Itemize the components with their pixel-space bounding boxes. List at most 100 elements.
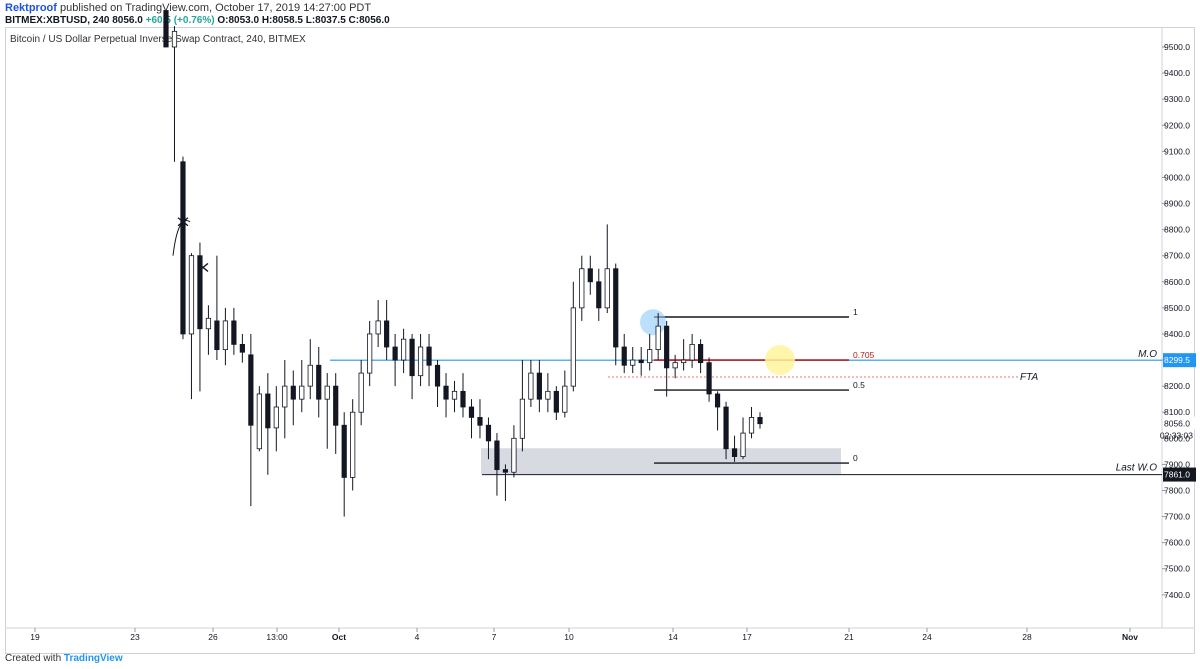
y-tick-label: 9300.0: [1164, 94, 1190, 104]
y-tick-label: 7900.0: [1164, 459, 1190, 469]
candle-body: [307, 364, 313, 387]
y-tick-label: 8700.0: [1164, 251, 1190, 261]
candle-body: [494, 440, 500, 471]
candle-body: [714, 393, 721, 408]
candle-body: [205, 317, 212, 330]
candle-body: [460, 390, 466, 408]
candle-body: [638, 359, 644, 364]
x-axis: 19 23 26 13:00 Oct 4 7 10 14 17 21 24 28 Nov: [30, 628, 1138, 642]
fta-annotation: FTA: [1020, 372, 1038, 383]
candle-body: [265, 393, 271, 429]
x-tick-label: 17: [742, 632, 752, 642]
drawings-layer: M.O Last W.O FTA 1 0.705 0.5 0: [172, 217, 1162, 476]
candle-body: [197, 255, 203, 330]
fib-level-label: 0.5: [853, 380, 865, 390]
candle-body: [647, 349, 653, 364]
x-tick-label: 23: [130, 632, 140, 642]
y-tick-label: 8900.0: [1164, 199, 1190, 209]
last-wo-annotation: Last W.O: [1116, 463, 1158, 474]
tradingview-logo[interactable]: TradingView: [63, 653, 123, 664]
mo-price-box: [1163, 353, 1196, 368]
x-tick-label: 14: [668, 632, 678, 642]
candle-body: [477, 417, 483, 426]
candle-body: [681, 359, 687, 364]
last-wo-zone: [481, 448, 841, 475]
candle-body: [248, 354, 254, 426]
y-tick-label: 8600.0: [1164, 277, 1190, 287]
y-tick-label: 9100.0: [1164, 146, 1190, 156]
candle-body: [545, 390, 551, 400]
y-tick-label: 9400.0: [1164, 68, 1190, 78]
last-wo-price-box: [1163, 467, 1196, 482]
candle-body: [443, 385, 449, 400]
x-tick-label: Oct: [332, 632, 346, 642]
publisher-name[interactable]: Rektproof: [5, 2, 57, 14]
candle-body: [434, 364, 441, 387]
x-tick-label: 10: [564, 632, 574, 642]
x-tick-label: 26: [208, 632, 218, 642]
fib-level-label: 0: [853, 453, 858, 463]
y-tick-label: 9200.0: [1164, 120, 1190, 130]
candle-body: [299, 385, 305, 400]
candle-countdown: 02:33:03: [1160, 431, 1193, 441]
created-with-text: Created with: [5, 653, 62, 664]
candle-body: [664, 325, 670, 369]
candle-body: [163, 10, 169, 48]
candle-body: [384, 320, 390, 348]
candle-body: [553, 390, 559, 413]
x-tick-label: 21: [844, 632, 854, 642]
price-change: +60.5 (+0.76%): [145, 15, 215, 26]
y-tick-label: 8800.0: [1164, 225, 1190, 235]
ohlc-values: O:8053.0 H:8058.5 L:8037.5 C:8056.0: [217, 15, 390, 26]
y-tick-label: 8200.0: [1164, 381, 1190, 391]
fib-level-label: 0.705: [853, 350, 875, 360]
candle-body: [451, 390, 458, 400]
candle-body: [604, 268, 610, 309]
candle-body: [757, 417, 763, 425]
candles-layer: [163, 10, 763, 517]
candle-body: [290, 385, 296, 400]
current-price-box: [1163, 416, 1196, 430]
candle-body: [613, 268, 619, 348]
chart-frame: [5, 27, 1195, 654]
candle-body: [316, 364, 322, 400]
candle-body: [222, 320, 228, 351]
published-text: published on TradingView.com, October 17…: [60, 2, 372, 14]
ohlc-line: BITMEX:XBTUSD, 240 8056.0 +60.5 (+0.76%)…: [5, 15, 390, 26]
candle-body: [231, 320, 237, 345]
symbol-line: BITMEX:XBTUSD, 240: [5, 15, 110, 26]
candle-body: [239, 343, 245, 353]
x-tick-label: 7: [492, 632, 497, 642]
footer: Created with TradingView: [5, 653, 123, 664]
candle-body: [621, 346, 627, 366]
price-labels: 8056.0 02:33:03 8299.5 7861.0: [1160, 353, 1196, 482]
candle-body: [180, 161, 186, 335]
mo-annotation: M.O: [1138, 349, 1157, 360]
candle-body: [324, 385, 330, 400]
candle-body: [468, 406, 475, 418]
candle-body: [282, 385, 288, 408]
current-price-label: 8056.0: [1164, 419, 1190, 429]
chart-title: Bitcoin / US Dollar Perpetual Inverse Sw…: [10, 34, 306, 45]
candle-body: [485, 424, 492, 442]
candle-body: [630, 359, 636, 366]
y-tick-label: 7600.0: [1164, 538, 1190, 548]
candle-body: [723, 406, 729, 450]
last-wo-price-label: 7861.0: [1164, 470, 1190, 480]
y-tick-label: 7800.0: [1164, 485, 1190, 495]
candle-body: [256, 393, 262, 450]
y-tick-label: 7400.0: [1164, 590, 1190, 600]
candle-body: [409, 338, 415, 377]
candle-body: [358, 372, 364, 413]
candle-body: [596, 281, 602, 309]
candle-body: [562, 385, 568, 413]
candle-body: [579, 268, 585, 309]
highlight-circle: [765, 345, 795, 376]
last-price: 8056.0: [112, 15, 143, 26]
y-tick-label: 7500.0: [1164, 564, 1190, 574]
candle-body: [672, 362, 678, 369]
y-tick-label: 7700.0: [1164, 512, 1190, 522]
highlight-circle: [640, 309, 666, 336]
candle-body: [341, 424, 347, 478]
